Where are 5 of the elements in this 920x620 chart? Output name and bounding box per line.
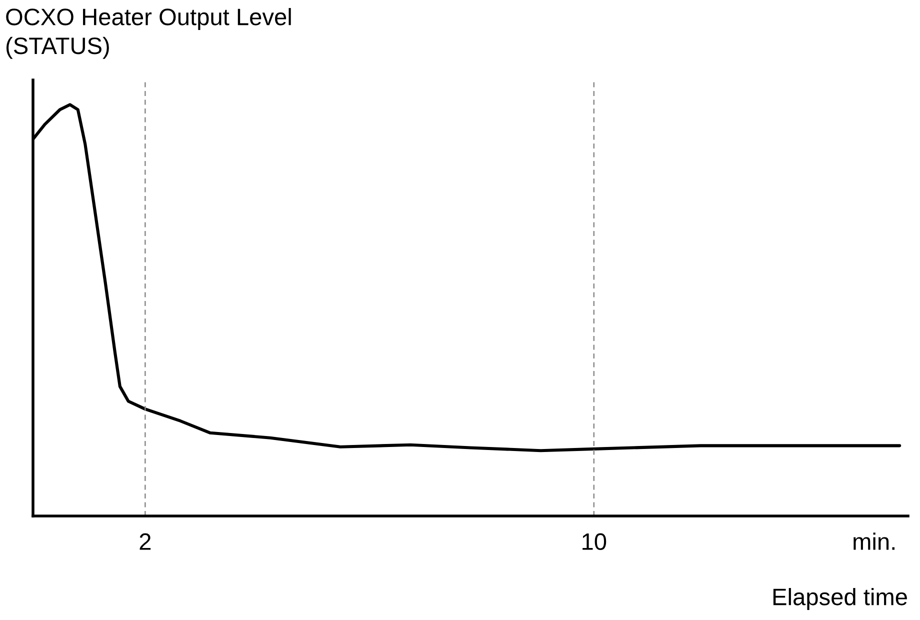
x-axis-title: Elapsed time xyxy=(773,588,907,610)
x-tick-label: 10 xyxy=(582,533,606,550)
x-tick-label: 2 xyxy=(140,533,151,550)
y-axis-title: OCXO Heater Output Level (STATUS) xyxy=(6,8,291,59)
x-tick-label: min. xyxy=(854,532,894,550)
